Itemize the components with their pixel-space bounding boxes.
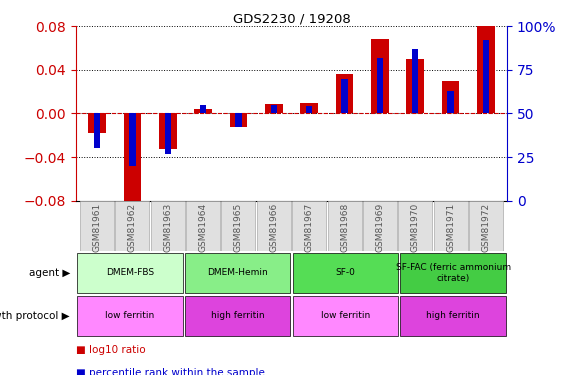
- Text: GSM81965: GSM81965: [234, 203, 243, 252]
- Bar: [94, 113, 100, 148]
- Text: ■ log10 ratio: ■ log10 ratio: [76, 345, 145, 355]
- Bar: [306, 106, 312, 113]
- Text: SF-FAC (ferric ammonium
citrate): SF-FAC (ferric ammonium citrate): [396, 263, 511, 282]
- Text: high ferritin: high ferritin: [211, 311, 264, 320]
- FancyBboxPatch shape: [257, 201, 291, 251]
- FancyBboxPatch shape: [401, 253, 506, 292]
- Bar: [159, 113, 177, 149]
- FancyBboxPatch shape: [401, 296, 506, 336]
- Text: GSM81966: GSM81966: [269, 203, 278, 252]
- Text: GSM81961: GSM81961: [93, 203, 101, 252]
- FancyBboxPatch shape: [398, 201, 432, 251]
- Text: DMEM-Hemin: DMEM-Hemin: [207, 268, 268, 278]
- FancyBboxPatch shape: [77, 253, 182, 292]
- Bar: [300, 102, 318, 113]
- Bar: [164, 113, 171, 153]
- FancyBboxPatch shape: [77, 296, 182, 336]
- Text: GSM81969: GSM81969: [375, 203, 384, 252]
- Text: GSM81971: GSM81971: [446, 203, 455, 252]
- Title: GDS2230 / 19208: GDS2230 / 19208: [233, 12, 350, 25]
- Bar: [336, 74, 353, 113]
- FancyBboxPatch shape: [186, 201, 220, 251]
- FancyBboxPatch shape: [222, 201, 255, 251]
- FancyBboxPatch shape: [434, 201, 468, 251]
- Bar: [200, 105, 206, 113]
- Bar: [342, 79, 347, 113]
- FancyBboxPatch shape: [469, 201, 503, 251]
- Text: GSM81963: GSM81963: [163, 203, 172, 252]
- Bar: [265, 104, 283, 113]
- Bar: [406, 59, 424, 113]
- Text: agent ▶: agent ▶: [29, 268, 70, 278]
- Text: SF-0: SF-0: [335, 268, 356, 278]
- FancyBboxPatch shape: [293, 296, 398, 336]
- Text: ■ percentile rank within the sample: ■ percentile rank within the sample: [76, 368, 265, 375]
- Text: low ferritin: low ferritin: [105, 311, 154, 320]
- Bar: [483, 40, 489, 113]
- Text: GSM81967: GSM81967: [305, 203, 314, 252]
- Text: growth protocol ▶: growth protocol ▶: [0, 311, 70, 321]
- FancyBboxPatch shape: [185, 253, 290, 292]
- FancyBboxPatch shape: [185, 296, 290, 336]
- Bar: [124, 113, 141, 206]
- FancyBboxPatch shape: [115, 201, 149, 251]
- Text: high ferritin: high ferritin: [427, 311, 480, 320]
- Text: DMEM-FBS: DMEM-FBS: [106, 268, 154, 278]
- FancyBboxPatch shape: [80, 201, 114, 251]
- FancyBboxPatch shape: [363, 201, 397, 251]
- FancyBboxPatch shape: [328, 201, 361, 251]
- FancyBboxPatch shape: [293, 253, 398, 292]
- Text: GSM81964: GSM81964: [199, 203, 208, 252]
- FancyBboxPatch shape: [151, 201, 185, 251]
- Bar: [88, 113, 106, 133]
- Text: GSM81968: GSM81968: [340, 203, 349, 252]
- Text: GSM81962: GSM81962: [128, 203, 137, 252]
- Bar: [194, 109, 212, 113]
- Bar: [371, 39, 389, 113]
- Bar: [236, 113, 241, 128]
- Text: GSM81972: GSM81972: [482, 203, 490, 252]
- Bar: [442, 81, 459, 113]
- Bar: [377, 58, 383, 113]
- Text: GSM81970: GSM81970: [411, 203, 420, 252]
- FancyBboxPatch shape: [292, 201, 326, 251]
- Bar: [230, 113, 247, 126]
- Bar: [447, 91, 454, 113]
- Bar: [412, 49, 419, 113]
- Bar: [129, 113, 136, 166]
- Text: low ferritin: low ferritin: [321, 311, 370, 320]
- Bar: [271, 105, 277, 113]
- Bar: [477, 26, 495, 113]
